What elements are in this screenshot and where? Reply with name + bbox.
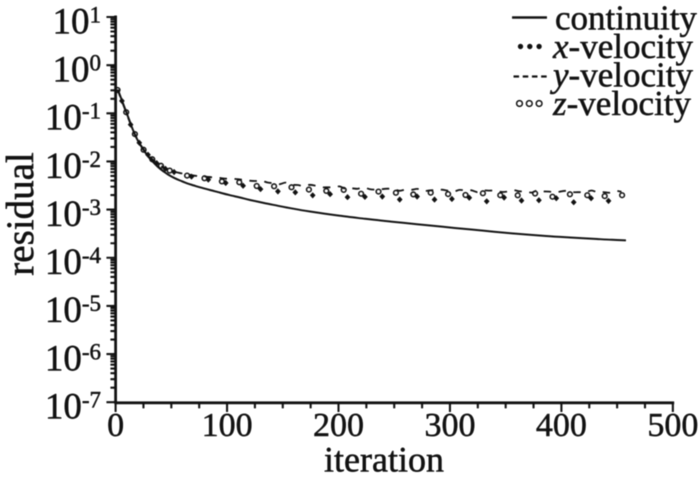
svg-text:500: 500 [647, 407, 698, 444]
svg-text:x-velocity: x-velocity [552, 27, 693, 66]
svg-text:residual: residual [0, 152, 42, 276]
svg-text:200: 200 [313, 407, 364, 444]
svg-text:400: 400 [536, 407, 587, 444]
svg-text:100: 100 [202, 407, 253, 444]
svg-text:300: 300 [425, 407, 476, 444]
svg-text:10-6: 10-6 [45, 338, 101, 379]
svg-text:10-3: 10-3 [45, 194, 101, 235]
svg-text:10-7: 10-7 [45, 387, 101, 428]
svg-text:y-velocity: y-velocity [550, 56, 693, 95]
svg-text:continuity: continuity [555, 0, 697, 38]
svg-text:0: 0 [107, 407, 124, 444]
svg-text:101: 101 [53, 1, 102, 42]
svg-text:z-velocity: z-velocity [552, 84, 692, 123]
svg-text:iteration: iteration [324, 440, 444, 477]
svg-text:10-2: 10-2 [45, 146, 101, 187]
